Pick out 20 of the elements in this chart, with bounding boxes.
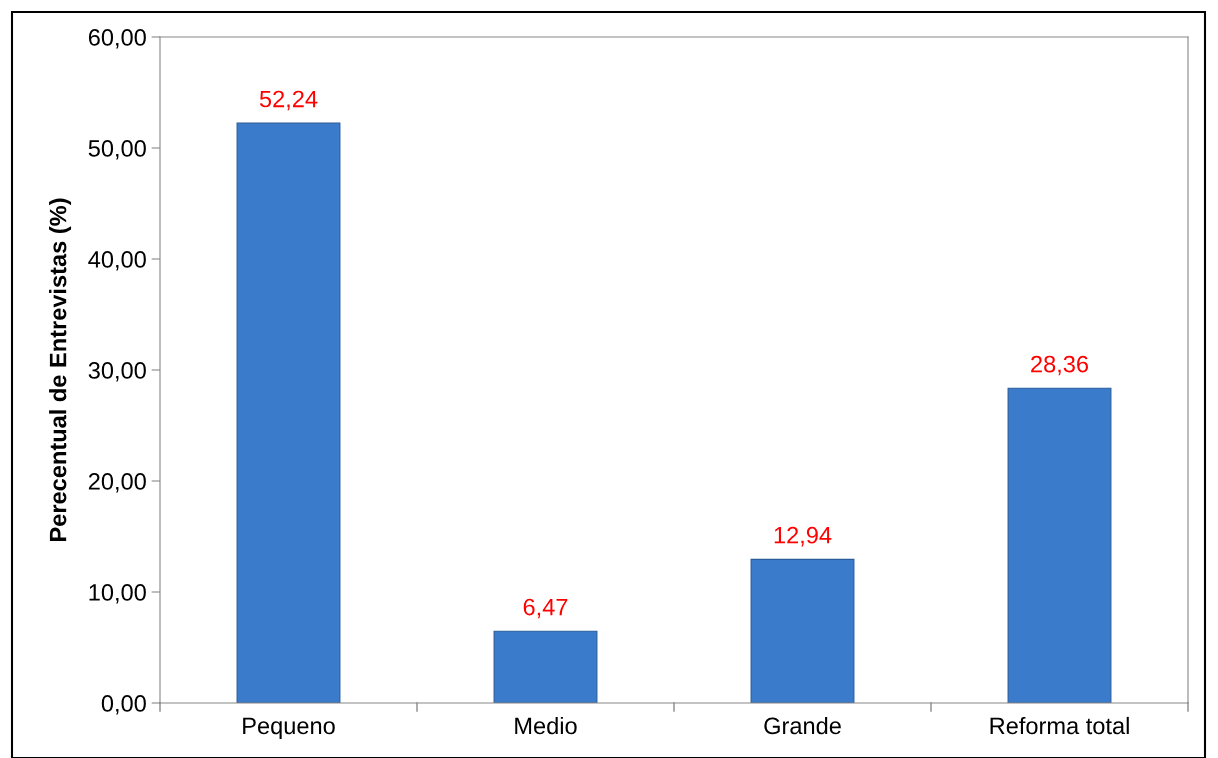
data-label: 6,47 [523,598,568,619]
y-tick-label: 30,00 [88,362,146,382]
y-tick-label: 20,00 [88,473,146,493]
x-tick-label: Grande [764,716,841,735]
y-tick-label: 0,00 [101,695,146,715]
y-tick-label: 60,00 [88,29,146,49]
data-label: 12,94 [774,526,832,547]
y-tick-label: 50,00 [88,140,146,160]
x-tick-label: Medio [515,716,577,735]
bar [750,558,855,703]
data-label: 52,24 [259,90,318,111]
x-tick-label: Reforma total [990,716,1129,735]
bar [1007,387,1112,703]
y-axis-title: Perecentual de Entrevistas (%) [49,198,72,541]
data-label: 28,36 [1031,355,1089,376]
x-tick-label: Pequeno [243,717,335,739]
y-tick-label: 10,00 [89,584,146,604]
y-tick-label: 40,00 [88,251,146,271]
bar [493,630,598,703]
bar [236,122,341,703]
